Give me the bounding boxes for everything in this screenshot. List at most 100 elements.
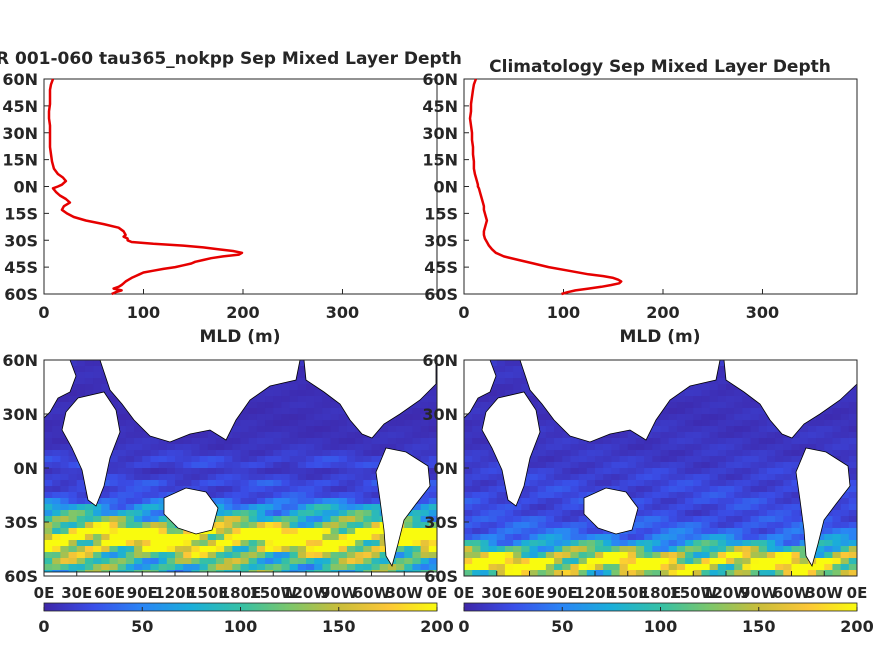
colorbar-tick-label: 0 (458, 617, 469, 636)
mld-cell (379, 552, 389, 559)
mld-cell (545, 510, 555, 517)
mld-cell (150, 546, 160, 553)
mld-cell (420, 534, 430, 541)
mld-cell (726, 528, 735, 535)
mld-cell (652, 438, 662, 445)
mld-cell (412, 426, 422, 433)
mld-cell (652, 504, 662, 511)
mld-cell (627, 570, 637, 576)
mld-cell (537, 444, 547, 451)
mld-cell (758, 426, 768, 433)
mld-cell (537, 474, 547, 481)
mld-cell (428, 426, 437, 433)
mld-cell (158, 540, 168, 547)
mld-cell (60, 558, 70, 565)
mld-cell (832, 408, 842, 415)
mld-cell (289, 450, 299, 457)
mld-cell (766, 492, 776, 499)
mld-cell (504, 366, 514, 373)
mld-cell (199, 462, 209, 469)
mld-cell (619, 564, 629, 571)
mld-cell (840, 420, 850, 427)
mld-cell (652, 564, 662, 571)
mld-cell (619, 444, 629, 451)
mld-cell (750, 546, 760, 553)
mld-cell (570, 438, 580, 445)
mld-cell (428, 414, 437, 421)
mld-cell (824, 432, 834, 439)
mld-cell (545, 516, 555, 523)
mld-cell (355, 540, 364, 547)
mld-cell (676, 540, 686, 547)
mld-cell (207, 546, 217, 553)
mld-cell (480, 528, 490, 535)
mld-cell (322, 408, 332, 415)
mld-cell (338, 438, 348, 445)
mld-cell (346, 564, 356, 571)
mld-cell (848, 528, 857, 535)
mld-cell (627, 474, 637, 481)
mld-cell (750, 426, 760, 433)
mld-cell (60, 438, 70, 445)
mld-cell (709, 450, 719, 457)
mld-cell (150, 558, 160, 565)
mld-cell (428, 564, 437, 571)
mld-cell (52, 450, 61, 457)
mld-cell (717, 522, 727, 529)
mld-cell (554, 450, 563, 457)
mld-cell (824, 546, 834, 553)
mld-cell (709, 486, 719, 493)
mld-cell (554, 516, 563, 523)
mld-cell (644, 438, 653, 445)
mld-cell (791, 462, 801, 469)
mld-cell (428, 528, 437, 535)
mld-cell (693, 564, 703, 571)
mld-cell (660, 456, 670, 463)
mld-cell (134, 528, 143, 535)
mld-cell (248, 480, 258, 487)
mld-cell (363, 564, 373, 571)
mld-cell (84, 540, 94, 547)
mld-cell (117, 480, 127, 487)
mld-cell (314, 420, 323, 427)
mld-cell (314, 486, 323, 493)
mld-cell (701, 450, 711, 457)
mld-cell (709, 570, 719, 576)
mld-cell (273, 456, 283, 463)
mld-cell (685, 426, 694, 433)
mld-cell (256, 402, 266, 409)
mld-cell (158, 534, 168, 541)
mld-cell (117, 516, 127, 523)
mld-cell (644, 498, 653, 505)
mld-cell (191, 546, 201, 553)
mld-cell (281, 462, 291, 469)
x-tick-label: 0 (458, 303, 469, 322)
mld-cell (183, 540, 192, 547)
mld-cell (840, 444, 850, 451)
chart-title: Climatology Sep Mixed Layer Depth (489, 57, 831, 77)
mld-cell (529, 534, 539, 541)
y-tick-label: 45S (424, 258, 458, 277)
mld-cell (420, 510, 430, 517)
mld-cell (232, 492, 242, 499)
mld-cell (513, 384, 522, 391)
mld-cell (554, 570, 563, 576)
mld-cell (709, 408, 719, 415)
mld-cell (248, 456, 258, 463)
mld-cell (848, 396, 857, 403)
mld-cell (396, 426, 405, 433)
mld-cell (330, 486, 340, 493)
mld-cell (338, 486, 348, 493)
mld-cell (816, 558, 825, 565)
mld-cell (742, 432, 752, 439)
y-tick-label: 45N (2, 97, 38, 116)
mld-cell (824, 528, 834, 535)
mld-cell (363, 510, 373, 517)
mld-cell (314, 456, 323, 463)
lat-tick-label: 60N (422, 351, 458, 370)
mld-cell (660, 558, 670, 565)
mld-cell (76, 360, 86, 367)
mld-cell (355, 534, 364, 541)
mld-cell (529, 540, 539, 547)
mld-cell (289, 480, 299, 487)
